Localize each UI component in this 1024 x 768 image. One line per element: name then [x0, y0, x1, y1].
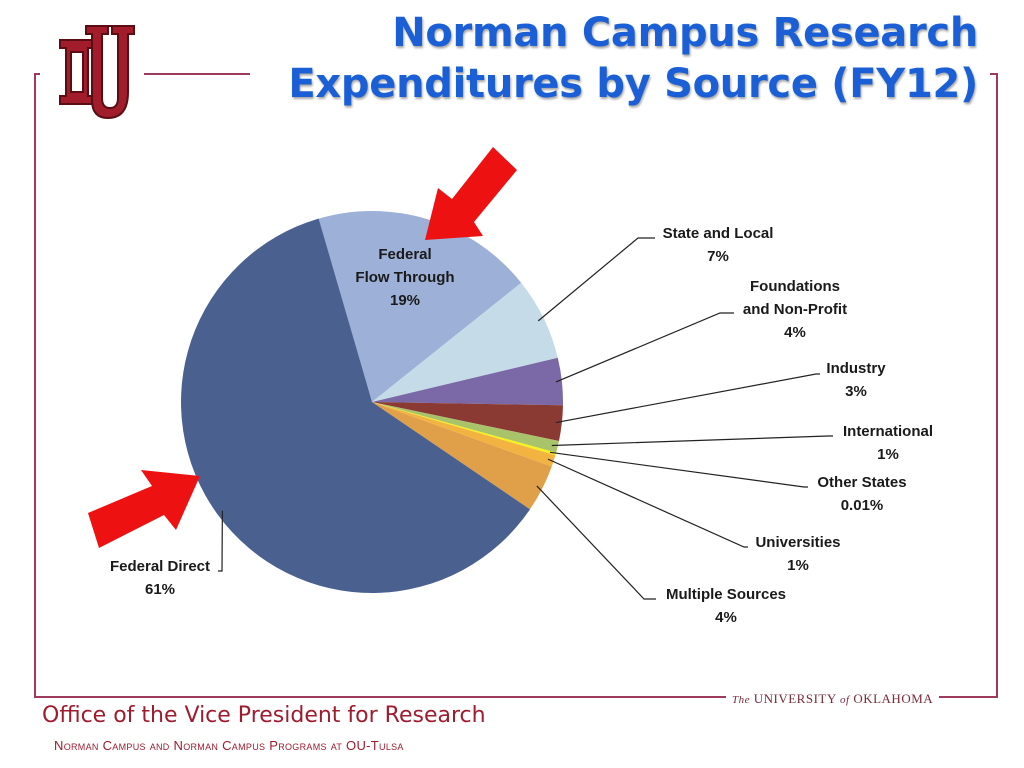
slice-label-industry: Industry 3% — [826, 360, 886, 400]
pie-slice-industry — [372, 402, 563, 442]
page-title: Norman Campus Research Expenditures by S… — [218, 8, 978, 110]
pie-slice-foundations-and-non-profit — [372, 357, 564, 406]
arrow-federal-direct-icon — [88, 470, 200, 548]
title-line-1: Norman Campus Research — [392, 10, 978, 56]
slice-label-multiple-sources: Multiple Sources 4% — [666, 586, 786, 626]
leader-line-industry — [555, 373, 820, 424]
pie-slice-federal-flow-through — [316, 211, 522, 402]
pie-slice-federal-direct — [181, 218, 530, 593]
leader-line-federal-direct — [218, 510, 223, 572]
title-line-2: Expenditures by Source (FY12) — [288, 61, 978, 107]
leader-line-foundations-and-non-profit — [555, 312, 734, 383]
leader-line-state-and-local — [537, 237, 655, 322]
pie-slice-state-and-local — [372, 282, 558, 402]
leader-line-international — [551, 435, 833, 447]
frame-title-gap — [250, 66, 990, 82]
wordmark-university: UNIVERSITY — [753, 691, 837, 706]
slice-label-international: International 1% — [843, 423, 933, 463]
wordmark-of: of — [840, 694, 850, 706]
footer-campus: Norman Campus and Norman Campus Programs… — [54, 738, 404, 753]
leader-line-other-states — [549, 451, 808, 488]
wordmark-prefix: The — [732, 694, 750, 706]
pie-slice-other-states — [372, 402, 557, 456]
slice-label-other-states: Other States 0.01% — [817, 474, 906, 514]
slice-label-universities: Universities 1% — [755, 534, 840, 574]
university-wordmark: The UNIVERSITY of OKLAHOMA — [726, 691, 940, 707]
slice-label-federal-flow-through: Federal Flow Through 19% — [355, 246, 454, 309]
ou-logo — [59, 25, 135, 120]
pie-slice-international — [372, 402, 559, 453]
leader-line-multiple-sources — [536, 485, 656, 600]
leader-line-universities — [547, 458, 748, 548]
pie-slice-multiple-sources — [372, 402, 552, 510]
pie-slice-universities — [372, 402, 556, 467]
slice-label-state-and-local: State and Local 7% — [663, 225, 774, 265]
slice-label-foundations-and-non-profit: Foundations and Non-Profit 4% — [743, 278, 847, 341]
arrow-federal-flow-through-icon — [425, 147, 517, 240]
slice-label-federal-direct: Federal Direct 61% — [110, 558, 210, 598]
footer-office: Office of the Vice President for Researc… — [42, 703, 486, 728]
wordmark-state: OKLAHOMA — [853, 691, 934, 706]
